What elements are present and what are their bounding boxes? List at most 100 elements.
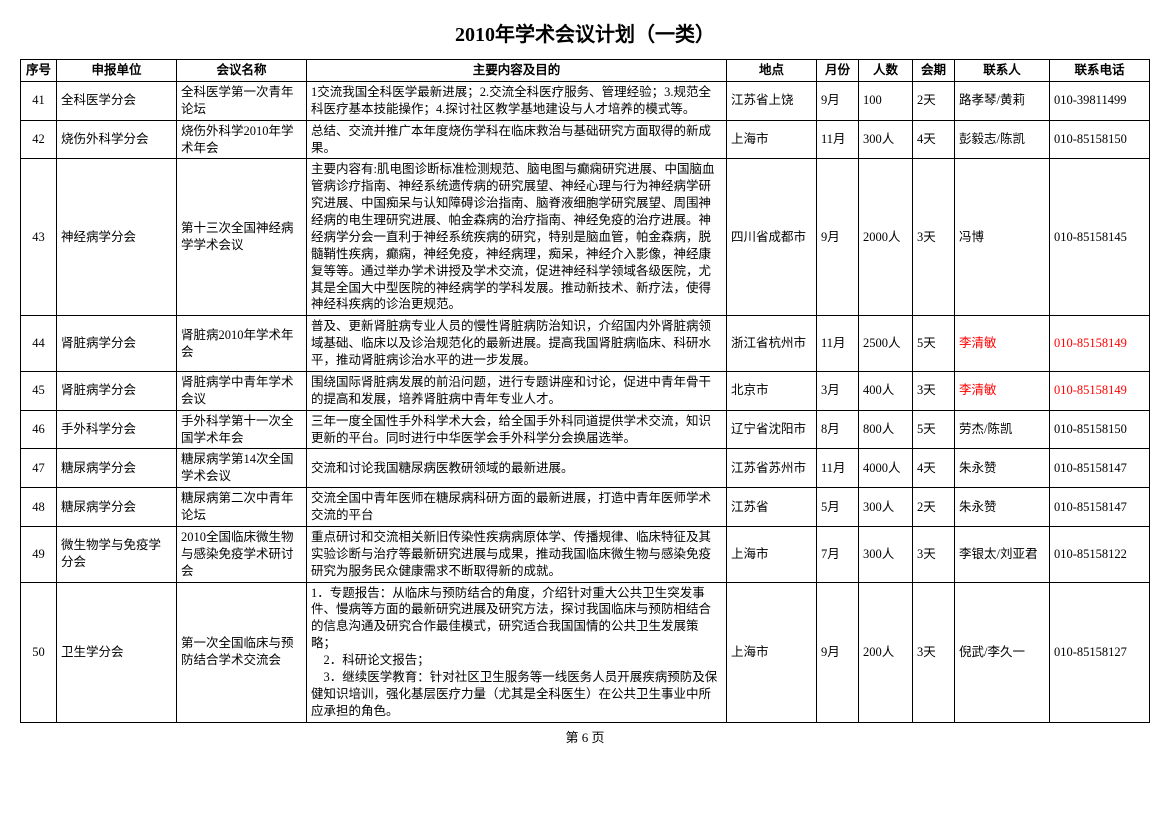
table-row: 46手外科学分会手外科学第十一次全国学术年会三年一度全国性手外科学术大会，给全国… [21, 410, 1150, 449]
cell-month: 9月 [817, 582, 859, 722]
cell-month: 8月 [817, 410, 859, 449]
table-header-row: 序号 申报单位 会议名称 主要内容及目的 地点 月份 人数 会期 联系人 联系电… [21, 60, 1150, 82]
cell-dur: 4天 [913, 449, 955, 488]
cell-month: 3月 [817, 371, 859, 410]
cell-dur: 5天 [913, 410, 955, 449]
cell-loc: 江苏省苏州市 [727, 449, 817, 488]
cell-dur: 2天 [913, 81, 955, 120]
table-row: 45肾脏病学分会肾脏病学中青年学术会议围绕国际肾脏病发展的前沿问题，进行专题讲座… [21, 371, 1150, 410]
cell-desc: 交流和讨论我国糖尿病医教研领域的最新进展。 [307, 449, 727, 488]
cell-ppl: 4000人 [859, 449, 913, 488]
col-header-month: 月份 [817, 60, 859, 82]
cell-dur: 3天 [913, 159, 955, 316]
cell-contact: 李清敏 [955, 316, 1050, 372]
col-header-name: 会议名称 [177, 60, 307, 82]
cell-ppl: 300人 [859, 120, 913, 159]
col-header-idx: 序号 [21, 60, 57, 82]
cell-name: 手外科学第十一次全国学术年会 [177, 410, 307, 449]
cell-contact: 冯博 [955, 159, 1050, 316]
cell-ppl: 2000人 [859, 159, 913, 316]
cell-idx: 49 [21, 526, 57, 582]
cell-phone: 010-85158150 [1050, 120, 1150, 159]
cell-dur: 5天 [913, 316, 955, 372]
cell-contact: 朱永赞 [955, 449, 1050, 488]
cell-name: 第一次全国临床与预防结合学术交流会 [177, 582, 307, 722]
cell-loc: 江苏省上饶 [727, 81, 817, 120]
cell-contact: 朱永赞 [955, 488, 1050, 527]
cell-dur: 4天 [913, 120, 955, 159]
cell-month: 9月 [817, 81, 859, 120]
cell-desc: 1交流我国全科医学最新进展；2.交流全科医疗服务、管理经验；3.规范全科医疗基本… [307, 81, 727, 120]
cell-name: 烧伤外科学2010年学术年会 [177, 120, 307, 159]
cell-ppl: 400人 [859, 371, 913, 410]
cell-contact: 路孝琴/黄莉 [955, 81, 1050, 120]
cell-org: 手外科学分会 [57, 410, 177, 449]
cell-desc: 普及、更新肾脏病专业人员的慢性肾脏病防治知识，介绍国内外肾脏病领域基础、临床以及… [307, 316, 727, 372]
cell-phone: 010-85158147 [1050, 449, 1150, 488]
cell-loc: 上海市 [727, 582, 817, 722]
table-row: 48糖尿病学分会糖尿病第二次中青年论坛交流全国中青年医师在糖尿病科研方面的最新进… [21, 488, 1150, 527]
cell-idx: 43 [21, 159, 57, 316]
cell-org: 糖尿病学分会 [57, 488, 177, 527]
schedule-table: 序号 申报单位 会议名称 主要内容及目的 地点 月份 人数 会期 联系人 联系电… [20, 59, 1150, 723]
col-header-dur: 会期 [913, 60, 955, 82]
table-row: 41全科医学分会全科医学第一次青年论坛1交流我国全科医学最新进展；2.交流全科医… [21, 81, 1150, 120]
cell-idx: 48 [21, 488, 57, 527]
cell-loc: 四川省成都市 [727, 159, 817, 316]
cell-name: 糖尿病第二次中青年论坛 [177, 488, 307, 527]
cell-desc: 主要内容有:肌电图诊断标准检测规范、脑电图与癫痫研究进展、中国脑血管病诊疗指南、… [307, 159, 727, 316]
cell-idx: 41 [21, 81, 57, 120]
cell-name: 肾脏病学中青年学术会议 [177, 371, 307, 410]
cell-loc: 北京市 [727, 371, 817, 410]
cell-dur: 2天 [913, 488, 955, 527]
col-header-loc: 地点 [727, 60, 817, 82]
cell-name: 肾脏病2010年学术年会 [177, 316, 307, 372]
cell-idx: 46 [21, 410, 57, 449]
cell-phone: 010-85158147 [1050, 488, 1150, 527]
col-header-org: 申报单位 [57, 60, 177, 82]
col-header-phone: 联系电话 [1050, 60, 1150, 82]
cell-desc: 1．专题报告：从临床与预防结合的角度，介绍针对重大公共卫生突发事件、慢病等方面的… [307, 582, 727, 722]
table-row: 47糖尿病学分会糖尿病学第14次全国学术会议交流和讨论我国糖尿病医教研领域的最新… [21, 449, 1150, 488]
cell-loc: 上海市 [727, 526, 817, 582]
cell-desc: 总结、交流并推广本年度烧伤学科在临床救治与基础研究方面取得的新成果。 [307, 120, 727, 159]
cell-phone: 010-85158122 [1050, 526, 1150, 582]
page-footer: 第 6 页 [20, 727, 1150, 746]
table-row: 42烧伤外科学分会烧伤外科学2010年学术年会总结、交流并推广本年度烧伤学科在临… [21, 120, 1150, 159]
cell-month: 11月 [817, 449, 859, 488]
cell-dur: 3天 [913, 582, 955, 722]
cell-phone: 010-85158150 [1050, 410, 1150, 449]
cell-org: 糖尿病学分会 [57, 449, 177, 488]
cell-desc: 重点研讨和交流相关新旧传染性疾病病原体学、传播规律、临床特征及其实验诊断与治疗等… [307, 526, 727, 582]
cell-contact: 李银太/刘亚君 [955, 526, 1050, 582]
cell-name: 糖尿病学第14次全国学术会议 [177, 449, 307, 488]
table-row: 49微生物学与免疫学分会2010全国临床微生物与感染免疫学术研讨会重点研讨和交流… [21, 526, 1150, 582]
table-row: 43神经病学分会第十三次全国神经病学学术会议主要内容有:肌电图诊断标准检测规范、… [21, 159, 1150, 316]
cell-idx: 42 [21, 120, 57, 159]
cell-ppl: 2500人 [859, 316, 913, 372]
cell-org: 肾脏病学分会 [57, 316, 177, 372]
cell-dur: 3天 [913, 371, 955, 410]
cell-name: 全科医学第一次青年论坛 [177, 81, 307, 120]
cell-month: 5月 [817, 488, 859, 527]
cell-ppl: 300人 [859, 526, 913, 582]
cell-month: 11月 [817, 120, 859, 159]
cell-idx: 47 [21, 449, 57, 488]
cell-org: 卫生学分会 [57, 582, 177, 722]
col-header-desc: 主要内容及目的 [307, 60, 727, 82]
cell-ppl: 800人 [859, 410, 913, 449]
cell-desc: 交流全国中青年医师在糖尿病科研方面的最新进展，打造中青年医师学术交流的平台 [307, 488, 727, 527]
cell-org: 肾脏病学分会 [57, 371, 177, 410]
cell-idx: 50 [21, 582, 57, 722]
cell-loc: 江苏省 [727, 488, 817, 527]
cell-loc: 浙江省杭州市 [727, 316, 817, 372]
cell-month: 7月 [817, 526, 859, 582]
cell-name: 2010全国临床微生物与感染免疫学术研讨会 [177, 526, 307, 582]
cell-phone: 010-85158145 [1050, 159, 1150, 316]
col-header-ppl: 人数 [859, 60, 913, 82]
table-row: 44肾脏病学分会肾脏病2010年学术年会普及、更新肾脏病专业人员的慢性肾脏病防治… [21, 316, 1150, 372]
cell-contact: 劳杰/陈凯 [955, 410, 1050, 449]
cell-idx: 44 [21, 316, 57, 372]
cell-desc: 围绕国际肾脏病发展的前沿问题，进行专题讲座和讨论，促进中青年骨干的提高和发展，培… [307, 371, 727, 410]
page-title: 2010年学术会议计划（一类） [20, 18, 1150, 47]
